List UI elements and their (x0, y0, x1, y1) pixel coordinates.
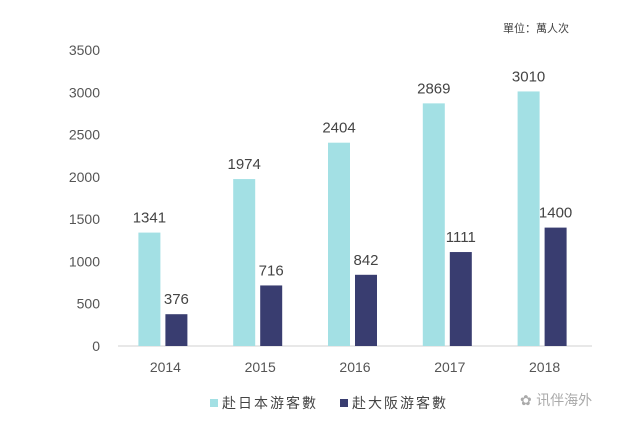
x-tick-label: 2014 (150, 359, 181, 375)
legend-item-osaka: 赴大阪游客數 (340, 393, 448, 413)
data-label-japan: 2404 (322, 120, 355, 137)
watermark: ✿ 讯伴海外 (520, 393, 593, 409)
data-label-japan: 1974 (228, 156, 261, 173)
y-tick-label: 3000 (69, 84, 100, 100)
bar-japan (517, 91, 540, 346)
y-tick-label: 3500 (69, 42, 100, 58)
x-tick-label: 2016 (339, 359, 370, 375)
data-label-osaka: 1111 (446, 229, 476, 246)
y-tick-label: 1000 (69, 253, 100, 269)
data-label-osaka: 1400 (539, 205, 572, 222)
legend: 赴日本游客數 赴大阪游客數 (210, 393, 470, 413)
x-tick-label: 2018 (529, 359, 560, 375)
legend-label-osaka: 赴大阪游客數 (352, 396, 448, 412)
bar-japan (138, 232, 161, 346)
y-tick-label: 2500 (69, 127, 100, 143)
bar-japan (328, 142, 350, 346)
data-label-japan: 3010 (512, 68, 545, 85)
bar-osaka (544, 227, 567, 346)
x-tick-label: 2015 (245, 359, 276, 375)
unit-note: 單位：萬人次 (503, 22, 569, 35)
y-tick-label: 1500 (69, 211, 100, 227)
bar-japan (233, 179, 256, 346)
bar-japan (422, 103, 445, 347)
y-tick-label: 2000 (69, 169, 100, 185)
legend-label-japan: 赴日本游客數 (222, 396, 318, 412)
data-label-japan: 2869 (417, 80, 450, 97)
legend-item-japan: 赴日本游客數 (210, 393, 318, 413)
legend-swatch-osaka (340, 399, 348, 407)
data-label-japan: 1341 (133, 210, 166, 227)
bar-osaka (165, 314, 188, 346)
data-label-osaka: 716 (259, 262, 284, 279)
bar-osaka (355, 274, 377, 346)
data-label-osaka: 842 (353, 252, 378, 269)
y-tick-label: 0 (92, 338, 100, 354)
y-tick-label: 500 (77, 296, 101, 312)
legend-swatch-japan (210, 399, 218, 407)
data-label-osaka: 376 (164, 291, 189, 308)
x-tick-label: 2017 (434, 359, 465, 375)
bar-osaka (449, 252, 472, 346)
bar-osaka (260, 285, 283, 346)
watermark-text: 讯伴海外 (536, 393, 593, 409)
